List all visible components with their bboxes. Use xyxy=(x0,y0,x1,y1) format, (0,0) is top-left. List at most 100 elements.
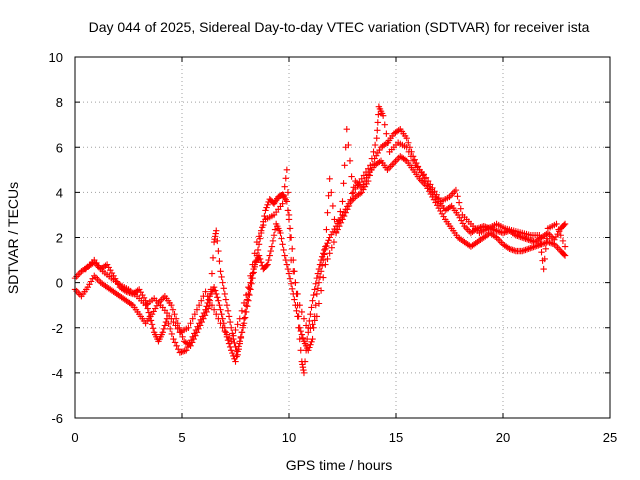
data-point xyxy=(561,220,569,228)
y-tick-label: -4 xyxy=(51,366,63,381)
data-point xyxy=(543,235,551,242)
x-tick-label: 25 xyxy=(603,430,617,445)
data-point xyxy=(217,306,224,313)
data-point xyxy=(292,279,299,286)
data-point xyxy=(145,309,153,316)
data-point xyxy=(323,242,330,250)
data-point xyxy=(323,226,330,233)
data-point xyxy=(152,305,159,312)
data-point xyxy=(431,188,438,195)
data-point xyxy=(183,347,190,354)
data-point xyxy=(209,254,217,262)
data-point xyxy=(278,235,285,242)
data-point xyxy=(283,166,291,174)
data-point xyxy=(336,223,343,230)
data-point xyxy=(168,330,176,338)
data-point xyxy=(231,339,238,347)
data-point xyxy=(409,157,417,164)
data-point xyxy=(537,240,544,247)
data-point xyxy=(187,320,194,327)
data-point xyxy=(193,329,201,336)
data-point xyxy=(302,322,310,329)
y-tick-label: 6 xyxy=(56,140,63,155)
data-point xyxy=(337,208,344,215)
data-point xyxy=(263,262,270,269)
data-point xyxy=(297,327,304,335)
data-point xyxy=(234,321,241,328)
data-point xyxy=(143,301,150,308)
data-point xyxy=(243,291,250,299)
data-point xyxy=(370,148,377,155)
data-point xyxy=(218,273,225,281)
data-point xyxy=(139,291,146,299)
data-point xyxy=(360,181,367,188)
plot-frame xyxy=(74,56,611,419)
data-point xyxy=(150,308,157,315)
data-point xyxy=(213,290,220,298)
data-point xyxy=(307,341,314,348)
data-point xyxy=(455,199,463,206)
data-point xyxy=(245,283,252,291)
data-point xyxy=(280,246,287,254)
data-point xyxy=(311,317,318,324)
data-point xyxy=(161,322,169,329)
data-point xyxy=(411,156,418,163)
data-point xyxy=(270,232,278,239)
data-point xyxy=(312,280,319,287)
data-point xyxy=(168,301,175,309)
data-point xyxy=(232,326,239,334)
data-point xyxy=(438,210,446,218)
data-point xyxy=(191,311,199,318)
data-point xyxy=(221,290,228,298)
data-point xyxy=(279,241,286,248)
y-axis-label: SDTVAR / TECUs xyxy=(5,182,21,294)
data-point xyxy=(148,321,156,328)
data-point xyxy=(264,261,271,268)
data-point xyxy=(557,232,564,239)
data-point xyxy=(224,307,232,315)
data-point xyxy=(322,261,329,268)
data-point xyxy=(317,256,325,264)
data-point xyxy=(240,299,248,307)
y-tick-label: 4 xyxy=(56,185,63,200)
data-point xyxy=(335,218,342,225)
data-point xyxy=(268,243,276,250)
data-point xyxy=(234,351,241,359)
data-point xyxy=(361,177,369,185)
y-tick-label: -2 xyxy=(51,321,63,336)
data-point xyxy=(255,252,263,259)
data-point xyxy=(324,255,331,263)
data-point xyxy=(341,162,348,169)
data-point xyxy=(230,332,237,339)
data-point xyxy=(427,181,434,188)
data-point xyxy=(262,207,269,214)
data-point xyxy=(306,344,313,351)
chart-title: Day 044 of 2025, Sidereal Day-to-day VTE… xyxy=(89,19,590,35)
data-point xyxy=(308,338,315,346)
data-point xyxy=(309,297,316,304)
data-point xyxy=(188,339,196,346)
data-point xyxy=(407,153,415,160)
data-point xyxy=(236,340,243,347)
data-point xyxy=(169,306,177,313)
data-point xyxy=(213,227,220,234)
data-point xyxy=(291,296,298,303)
data-point xyxy=(283,261,291,268)
data-point xyxy=(207,286,215,293)
data-point xyxy=(331,225,338,233)
data-point xyxy=(340,212,348,220)
data-point xyxy=(437,207,444,215)
data-point xyxy=(215,247,222,255)
data-point xyxy=(250,265,257,273)
data-point xyxy=(300,369,308,377)
data-point xyxy=(315,279,323,286)
data-point xyxy=(376,146,383,154)
data-point xyxy=(237,334,245,342)
tick-labels: 0 5 10 15 20 25 -6 -4 -2 0 2 4 6 8 10 xyxy=(49,50,618,445)
data-point xyxy=(356,179,363,186)
data-point xyxy=(279,200,286,207)
data-point xyxy=(294,290,301,298)
data-point xyxy=(375,111,382,118)
data-point xyxy=(325,237,332,244)
data-point xyxy=(281,252,288,259)
